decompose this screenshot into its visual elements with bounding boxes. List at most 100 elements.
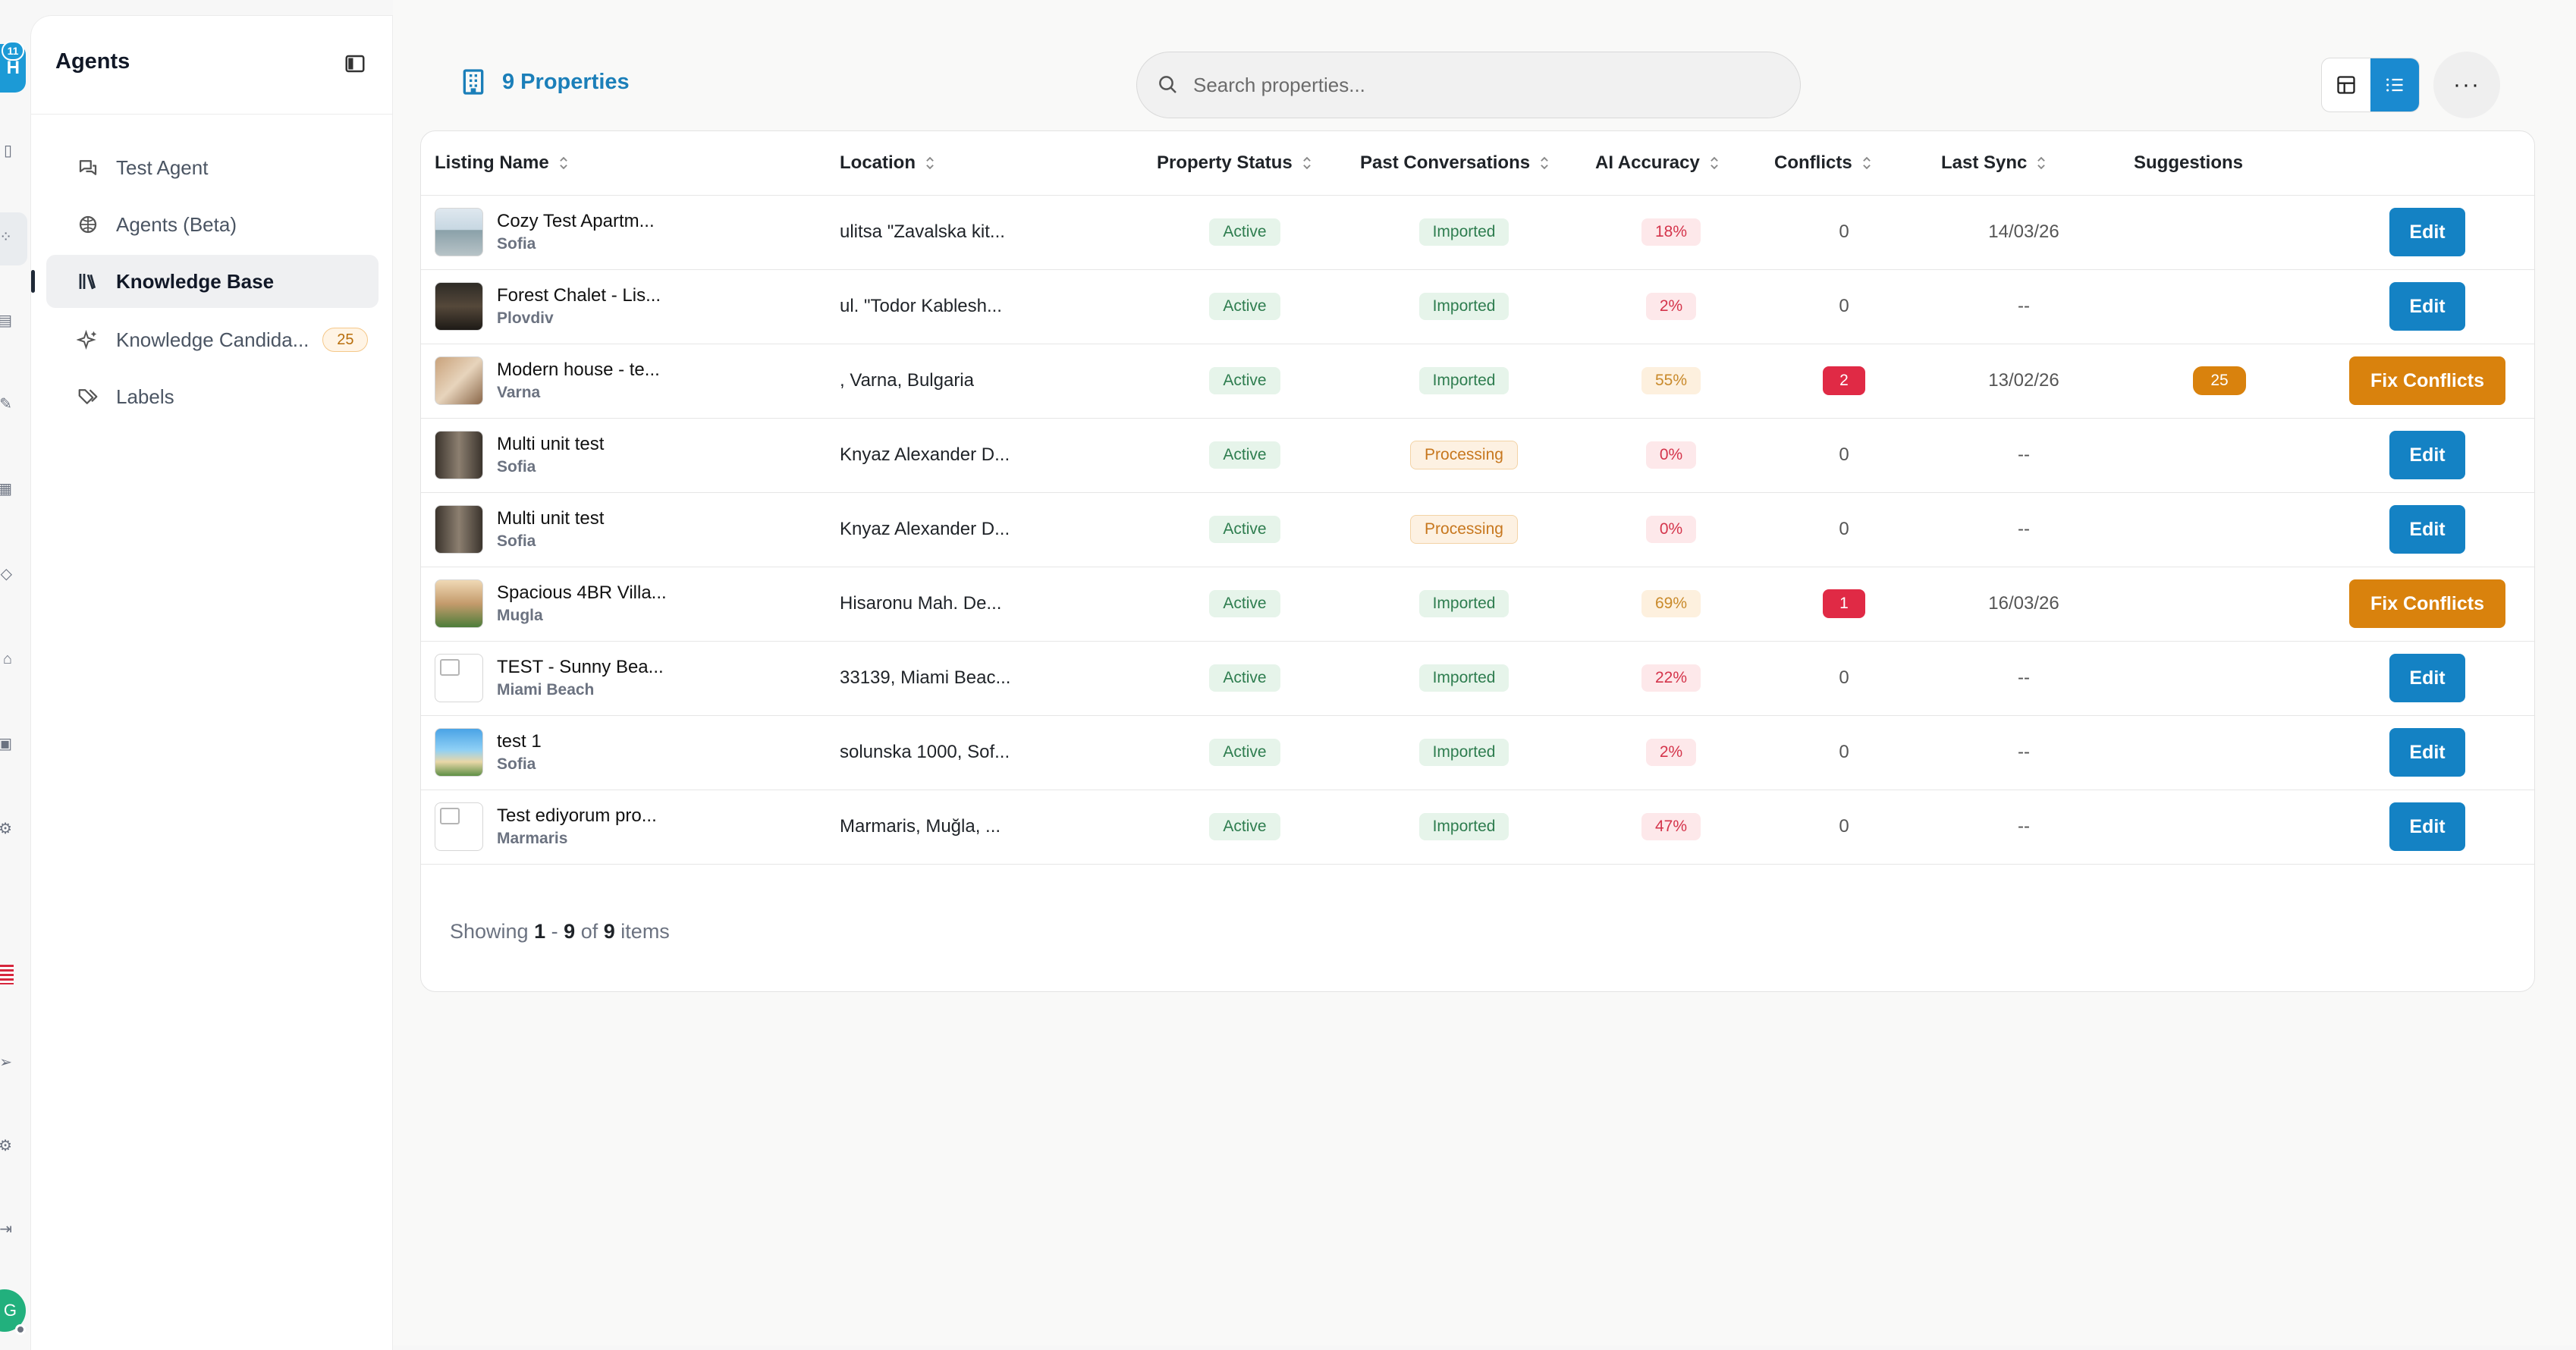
status-cell: Active bbox=[1143, 790, 1346, 864]
col-listing-name[interactable]: Listing Name bbox=[421, 131, 826, 196]
accuracy-badge: 0% bbox=[1645, 441, 1697, 469]
grid-view-button[interactable] bbox=[2322, 58, 2370, 111]
house-icon[interactable]: ⌂ bbox=[2, 651, 12, 667]
sidebar-item-knowledge-base[interactable]: Knowledge Base bbox=[31, 255, 379, 308]
edit-button[interactable]: Edit bbox=[2389, 654, 2465, 702]
listing-cell[interactable]: Multi unit test Sofia bbox=[421, 418, 826, 492]
candidates-count-badge: 25 bbox=[322, 328, 369, 352]
agents-icon[interactable]: ⁘ bbox=[0, 229, 12, 246]
table-row[interactable]: Multi unit test Sofia Knyaz Alexander D.… bbox=[421, 492, 2534, 567]
status-cell: Active bbox=[1143, 641, 1346, 715]
listing-cell[interactable]: Multi unit test Sofia bbox=[421, 492, 826, 567]
edit-button[interactable]: Edit bbox=[2389, 505, 2465, 554]
table-row[interactable]: Spacious 4BR Villa... Mugla Hisaronu Mah… bbox=[421, 567, 2534, 641]
table-row[interactable]: Test ediyorum pro... Marmaris Marmaris, … bbox=[421, 790, 2534, 864]
listing-name[interactable]: Test ediyorum pro... bbox=[497, 805, 657, 826]
edit-button[interactable]: Edit bbox=[2389, 728, 2465, 777]
edit-button[interactable]: Edit bbox=[2389, 431, 2465, 479]
home-icon[interactable]: ▯ bbox=[3, 143, 12, 159]
wrench-icon[interactable]: ⚙ bbox=[0, 821, 12, 837]
listing-cell[interactable]: Forest Chalet - Lis... Plovdiv bbox=[421, 269, 826, 344]
table-row[interactable]: Forest Chalet - Lis... Plovdiv ul. "Todo… bbox=[421, 269, 2534, 344]
table-row[interactable]: Cozy Test Apartm... Sofia ulitsa "Zavals… bbox=[421, 195, 2534, 269]
listing-name[interactable]: Multi unit test bbox=[497, 434, 605, 454]
more-options-button[interactable]: ··· bbox=[2433, 52, 2500, 118]
fix-conflicts-button[interactable]: Fix Conflicts bbox=[2349, 356, 2505, 405]
document-icon[interactable]: ▤ bbox=[0, 312, 12, 329]
chat-icon bbox=[79, 160, 97, 175]
sidebar-collapse-icon[interactable] bbox=[344, 52, 366, 75]
conflicts-count: 0 bbox=[1839, 444, 1849, 465]
property-thumbnail bbox=[435, 579, 483, 628]
calendar-icon[interactable]: ▦ bbox=[0, 481, 12, 498]
listing-city: Plovdiv bbox=[497, 309, 554, 327]
conversations-cell: Imported bbox=[1346, 269, 1582, 344]
col-actions bbox=[2319, 131, 2534, 196]
listing-name[interactable]: Cozy Test Apartm... bbox=[497, 211, 655, 231]
search-input[interactable] bbox=[1193, 73, 1770, 97]
listing-city: Mugla bbox=[497, 607, 543, 624]
conversations-badge: Imported bbox=[1418, 293, 1509, 320]
sidebar-item-knowledge-candidates[interactable]: Knowledge Candida... 25 bbox=[46, 313, 379, 366]
status-badge: Active bbox=[1209, 293, 1280, 320]
table-row[interactable]: Multi unit test Sofia Knyaz Alexander D.… bbox=[421, 418, 2534, 492]
edit-button[interactable]: Edit bbox=[2389, 802, 2465, 851]
listing-cell[interactable]: Cozy Test Apartm... Sofia bbox=[421, 195, 826, 269]
list-view-button[interactable] bbox=[2370, 58, 2419, 111]
listing-name[interactable]: test 1 bbox=[497, 731, 542, 752]
sidebar-item-agents-beta[interactable]: Agents (Beta) bbox=[46, 198, 379, 251]
report-icon[interactable]: ▣ bbox=[0, 736, 12, 752]
more-icon: ··· bbox=[2453, 72, 2480, 97]
settings-icon[interactable]: ⚙ bbox=[0, 1138, 12, 1154]
agents-sidebar: Agents Test Agent Agents (Beta) Knowledg… bbox=[30, 15, 393, 1350]
accuracy-cell: 18% bbox=[1582, 195, 1761, 269]
location-cell: Marmaris, Muğla, ... bbox=[840, 816, 1001, 837]
broken-image-icon bbox=[435, 802, 483, 851]
status-badge: Active bbox=[1209, 367, 1280, 394]
property-thumbnail bbox=[435, 282, 483, 331]
search-bar[interactable] bbox=[1136, 52, 1801, 118]
listing-name[interactable]: TEST - Sunny Bea... bbox=[497, 657, 664, 677]
listing-cell[interactable]: Spacious 4BR Villa... Mugla bbox=[421, 567, 826, 641]
last-sync-cell: -- bbox=[2018, 296, 2030, 316]
edit-button[interactable]: Edit bbox=[2389, 208, 2465, 256]
listing-cell[interactable]: TEST - Sunny Bea... Miami Beach bbox=[421, 641, 826, 715]
table-row[interactable]: TEST - Sunny Bea... Miami Beach 33139, M… bbox=[421, 641, 2534, 715]
logout-icon[interactable]: ⇥ bbox=[0, 1221, 12, 1238]
accuracy-cell: 2% bbox=[1582, 269, 1761, 344]
sidebar-item-labels[interactable]: Labels bbox=[46, 370, 379, 423]
main-content: 9 Properties ··· bbox=[393, 0, 2576, 1345]
col-past-conversations[interactable]: Past Conversations bbox=[1346, 131, 1582, 196]
listing-name[interactable]: Forest Chalet - Lis... bbox=[497, 285, 661, 306]
edit-button[interactable]: Edit bbox=[2389, 282, 2465, 331]
edit-icon[interactable]: ✎ bbox=[0, 396, 12, 413]
language-flag-icon[interactable] bbox=[0, 965, 14, 984]
sidebar-title: Agents bbox=[55, 49, 130, 74]
col-location[interactable]: Location bbox=[826, 131, 1143, 196]
accuracy-badge: 22% bbox=[1641, 664, 1701, 692]
table-row[interactable]: test 1 Sofia solunska 1000, Sof... Activ… bbox=[421, 715, 2534, 790]
action-cell: Edit bbox=[2319, 492, 2534, 567]
listing-name[interactable]: Modern house - te... bbox=[497, 359, 660, 380]
view-toggle[interactable] bbox=[2321, 58, 2420, 112]
listing-cell[interactable]: Modern house - te... Varna bbox=[421, 344, 826, 418]
tag-icon[interactable]: ◇ bbox=[0, 566, 12, 582]
listing-name[interactable]: Spacious 4BR Villa... bbox=[497, 582, 667, 603]
location-cell: Hisaronu Mah. De... bbox=[840, 593, 1002, 614]
icon-rail: H 11 ▯ ⁘ ▤ ✎ ▦ ◇ ⌂ ▣ ⚙ ➢ ⚙ ⇥ G bbox=[0, 0, 30, 1345]
col-conflicts[interactable]: Conflicts bbox=[1761, 131, 1927, 196]
col-property-status[interactable]: Property Status bbox=[1143, 131, 1346, 196]
fix-conflicts-button[interactable]: Fix Conflicts bbox=[2349, 579, 2505, 628]
sort-icon bbox=[1302, 157, 1311, 170]
status-badge: Active bbox=[1209, 664, 1280, 692]
send-icon[interactable]: ➢ bbox=[0, 1054, 12, 1071]
listing-name[interactable]: Multi unit test bbox=[497, 508, 605, 529]
col-last-sync[interactable]: Last Sync bbox=[1927, 131, 2120, 196]
listing-cell[interactable]: Test ediyorum pro... Marmaris bbox=[421, 790, 826, 864]
accuracy-cell: 47% bbox=[1582, 790, 1761, 864]
active-indicator bbox=[31, 270, 35, 293]
sidebar-item-test-agent[interactable]: Test Agent bbox=[46, 141, 379, 194]
listing-cell[interactable]: test 1 Sofia bbox=[421, 715, 826, 790]
col-ai-accuracy[interactable]: AI Accuracy bbox=[1582, 131, 1761, 196]
table-row[interactable]: Modern house - te... Varna , Varna, Bulg… bbox=[421, 344, 2534, 418]
